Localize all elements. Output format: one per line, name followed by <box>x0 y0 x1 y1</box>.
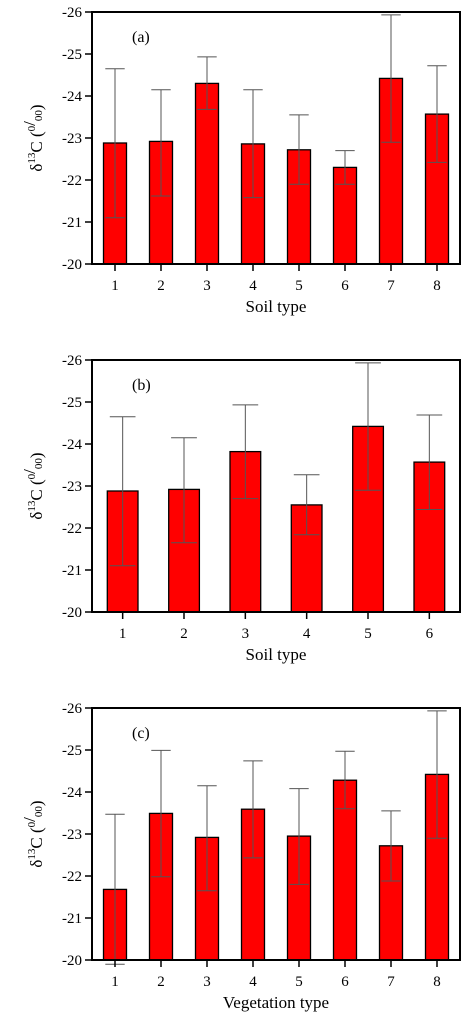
x-tick-label: 8 <box>433 278 441 294</box>
y-tick-label: -26 <box>62 701 82 717</box>
y-tick-label: -20 <box>62 257 82 273</box>
y-tick-label: -21 <box>62 911 82 927</box>
y-tick-label: -21 <box>62 563 82 579</box>
x-tick-label: 4 <box>303 626 311 642</box>
panel-label: (c) <box>132 725 150 742</box>
panel-label: (a) <box>132 29 150 46</box>
y-axis-title: δ13C (0/00) <box>20 104 46 171</box>
y-axis-title: δ13C (0/00) <box>20 800 46 867</box>
x-tick-label: 6 <box>341 974 349 990</box>
x-tick-label: 4 <box>249 278 257 294</box>
y-tick-label: -23 <box>62 131 82 147</box>
x-axis-title: Soil type <box>246 297 307 316</box>
y-tick-label: -23 <box>62 827 82 843</box>
x-tick-label: 5 <box>295 974 303 990</box>
y-tick-label: -26 <box>62 353 82 369</box>
y-tick-label: -23 <box>62 479 82 495</box>
panel-label: (b) <box>132 377 151 394</box>
x-tick-label: 2 <box>180 626 188 642</box>
x-tick-label: 2 <box>157 278 165 294</box>
y-tick-label: -25 <box>62 395 82 411</box>
y-tick-label: -24 <box>62 785 82 801</box>
y-tick-label: -22 <box>62 521 82 537</box>
y-tick-label: -25 <box>62 743 82 759</box>
y-tick-label: -21 <box>62 215 82 231</box>
x-tick-label: 2 <box>157 974 165 990</box>
panel-c: -20 -21 -22 -23 -24 -25 -26 1 2 3 4 5 6 7 8 Vegetation … <box>20 701 461 1012</box>
x-tick-label: 3 <box>203 278 211 294</box>
x-tick-label: 6 <box>341 278 349 294</box>
y-tick-label: -24 <box>62 89 82 105</box>
x-tick-label: 1 <box>111 974 119 990</box>
panel-a: -20 -21 -22 -23 -24 -25 -26 1 2 3 4 5 6 7 8 Soil type (a… <box>20 5 461 316</box>
x-tick-label: 5 <box>295 278 303 294</box>
x-tick-label: 5 <box>364 626 372 642</box>
plot-frame <box>91 11 461 265</box>
x-tick-label: 6 <box>426 626 434 642</box>
y-tick-label: -24 <box>62 437 82 453</box>
panel-b: -20 -21 -22 -23 -24 -25 -26 1 2 3 4 5 6 Soil type (b) δ… <box>20 353 461 664</box>
x-tick-label: 7 <box>387 278 395 294</box>
x-tick-label: 1 <box>119 626 127 642</box>
y-tick-label: -22 <box>62 869 82 885</box>
plot-frame <box>91 359 461 613</box>
bar <box>194 82 220 265</box>
y-tick-label: -20 <box>62 605 82 621</box>
y-tick-label: -20 <box>62 953 82 969</box>
y-tick-label: -22 <box>62 173 82 189</box>
x-tick-label: 4 <box>249 974 257 990</box>
x-tick-label: 8 <box>433 974 441 990</box>
x-axis-title: Soil type <box>246 645 307 664</box>
x-tick-label: 3 <box>242 626 250 642</box>
y-tick-label: -25 <box>62 47 82 63</box>
y-tick-label: -26 <box>62 5 82 21</box>
x-axis-title: Vegetation type <box>223 993 329 1012</box>
x-tick-label: 1 <box>111 278 119 294</box>
y-axis-title: δ13C (0/00) <box>20 452 46 519</box>
x-tick-label: 3 <box>203 974 211 990</box>
x-tick-label: 7 <box>387 974 395 990</box>
plot-frame <box>91 707 461 961</box>
